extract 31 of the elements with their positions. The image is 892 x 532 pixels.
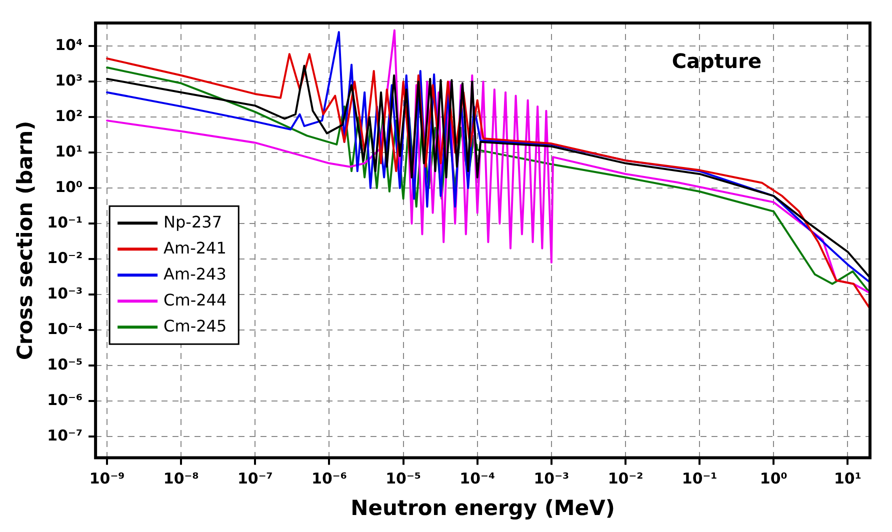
x-tick-label: 10⁻¹: [682, 470, 718, 488]
y-tick-label: 10⁻²: [47, 248, 83, 267]
y-tick-label: 10⁴: [55, 36, 83, 54]
y-tick-label: 10⁻⁵: [47, 355, 83, 374]
x-axis-title: Neutron energy (MeV): [350, 496, 615, 520]
x-tick-label: 10⁻⁶: [312, 470, 347, 488]
y-tick-label: 10⁻¹: [47, 213, 83, 232]
x-tick-label: 10⁰: [760, 470, 788, 488]
x-tick-label: 10⁻⁴: [460, 470, 496, 488]
legend-label: Cm-245: [164, 316, 227, 336]
y-tick-label: 10⁰: [55, 178, 83, 196]
y-tick-label: 10⁻³: [47, 284, 83, 302]
x-tick-label: 10⁻⁵: [386, 470, 421, 488]
x-tick-label: 10⁻⁸: [163, 470, 199, 488]
x-tick-label: 10⁻⁹: [89, 470, 125, 488]
annotation: Capture: [672, 49, 762, 74]
x-tick-label: 10⁻⁷: [237, 470, 273, 488]
x-tick-label: 10⁻³: [534, 470, 570, 488]
legend-label: Np-237: [164, 212, 222, 232]
legend-label: Am-241: [164, 238, 226, 258]
y-tick-label: 10³: [55, 72, 83, 90]
y-tick-label: 10²: [55, 107, 83, 126]
y-tick-label: 10⁻⁷: [47, 426, 83, 444]
legend-label: Am-243: [164, 264, 226, 284]
y-tick-label: 10⁻⁴: [47, 320, 83, 338]
y-tick-label: 10⁻⁶: [47, 390, 83, 409]
legend-label: Cm-244: [164, 290, 227, 310]
x-tick-label: 10¹: [834, 470, 862, 488]
x-tick-label: 10⁻²: [608, 470, 644, 488]
y-tick-label: 10¹: [55, 142, 83, 160]
y-axis-title: Cross section (barn): [13, 120, 38, 360]
